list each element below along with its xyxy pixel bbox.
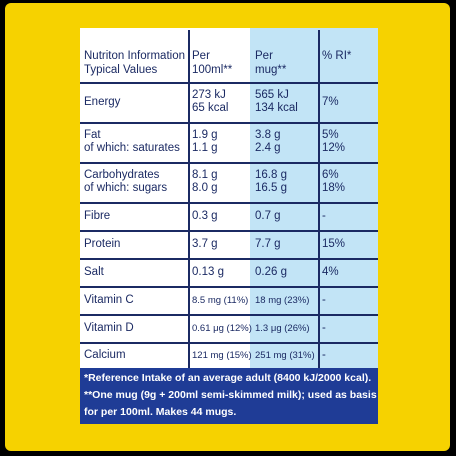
cell-text: 12% (322, 142, 346, 154)
cell-text: Carbohydrates (84, 169, 160, 181)
cell-text: 1.3 μg (26%) (255, 322, 310, 334)
cell-text: 0.13 g (192, 265, 224, 278)
cell-text: 0.61 μg (12%) (192, 322, 252, 334)
cell-text: 3.8 g (255, 129, 281, 141)
cell-text: Fibre (84, 209, 111, 222)
mug-panel (250, 28, 378, 370)
row-rule (80, 314, 378, 316)
cell-text: 7% (322, 95, 339, 108)
cell-text: 4% (322, 265, 339, 278)
footnote: *Reference Intake of an average adult (8… (84, 372, 372, 384)
cell-text: Vitamin D (84, 321, 134, 334)
cell-text: 6% (322, 169, 339, 181)
header-cell: mug** (255, 64, 287, 76)
cell-text: Vitamin C (84, 293, 134, 306)
column-rule (188, 30, 190, 368)
row-rule (80, 122, 378, 124)
header-cell: Typical Values (84, 64, 158, 76)
cell-text: 121 mg (15%) (192, 349, 252, 361)
cell-text: Calcium (84, 348, 126, 361)
table-panel (80, 28, 250, 370)
cell-text: - (322, 348, 326, 361)
cell-text: 8.0 g (192, 182, 218, 194)
header-cell: Nutriton Information (84, 50, 185, 62)
cell-text: 3.7 g (192, 237, 218, 250)
row-rule (80, 230, 378, 232)
cell-text: - (322, 321, 326, 334)
row-rule (80, 258, 378, 260)
cell-text: 565 kJ (255, 89, 289, 101)
cell-text: Salt (84, 265, 104, 278)
column-rule (318, 30, 320, 368)
cell-text: of which: saturates (84, 142, 180, 154)
header-cell: Per (255, 50, 273, 62)
cell-text: Fat (84, 129, 101, 141)
cell-text: 1.1 g (192, 142, 218, 154)
cell-text: 0.7 g (255, 209, 281, 222)
cell-text: 273 kJ (192, 89, 226, 101)
cell-text: 5% (322, 129, 339, 141)
row-rule (80, 162, 378, 164)
row-rule (80, 286, 378, 288)
footnote: for per 100ml. Makes 44 mugs. (84, 406, 237, 418)
cell-text: 251 mg (31%) (255, 349, 315, 361)
cell-text: Energy (84, 95, 121, 108)
header-cell: Per (192, 50, 210, 62)
cell-text: 2.4 g (255, 142, 281, 154)
header-cell: 100ml** (192, 64, 233, 76)
cell-text: 16.5 g (255, 182, 287, 194)
cell-text: 18% (322, 182, 346, 194)
row-rule (80, 82, 378, 84)
cell-text: 134 kcal (255, 102, 298, 114)
cell-text: 8.1 g (192, 169, 218, 181)
row-rule (80, 202, 378, 204)
cell-text: Protein (84, 237, 121, 250)
cell-text: 8.5 mg (11%) (192, 294, 249, 306)
footnote: **One mug (9g + 200ml semi-skimmed milk)… (84, 389, 377, 401)
cell-text: 0.3 g (192, 209, 218, 222)
row-rule (80, 342, 378, 344)
cell-text: 1.9 g (192, 129, 218, 141)
header-cell: % RI* (322, 50, 352, 62)
cell-text: 0.26 g (255, 265, 287, 278)
cell-text: 16.8 g (255, 169, 287, 181)
cell-text: of which: sugars (84, 182, 168, 194)
cell-text: 15% (322, 237, 346, 250)
cell-text: - (322, 209, 326, 222)
footnote-panel (80, 368, 378, 424)
cell-text: 7.7 g (255, 237, 281, 250)
cell-text: 18 mg (23%) (255, 294, 310, 306)
cell-text: 65 kcal (192, 102, 229, 114)
cell-text: - (322, 293, 326, 306)
